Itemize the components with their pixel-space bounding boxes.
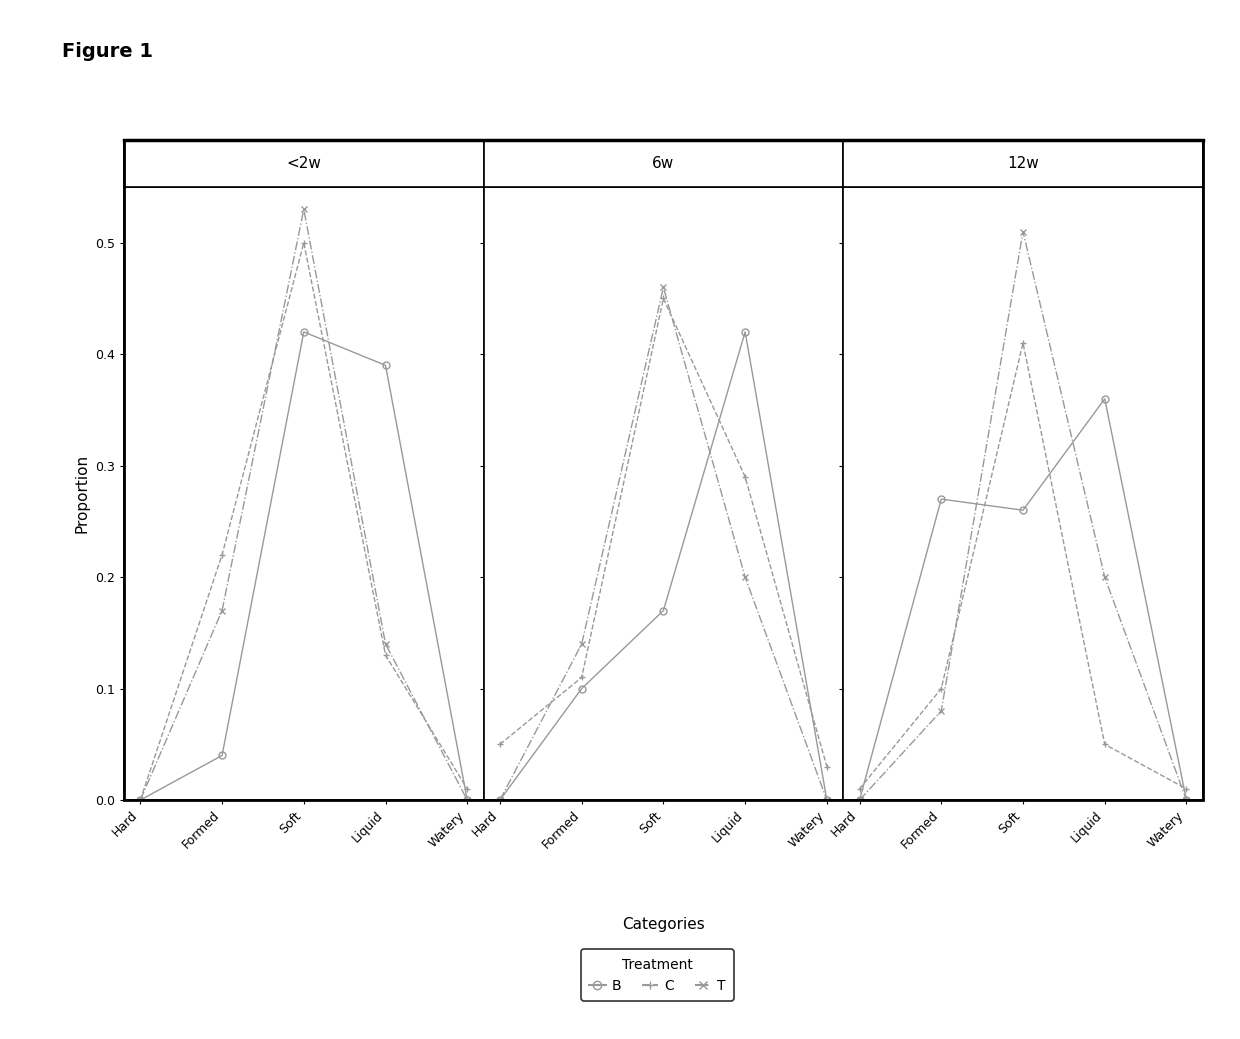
- Y-axis label: Proportion: Proportion: [74, 454, 89, 533]
- Text: Categories: Categories: [622, 917, 704, 932]
- Text: <2w: <2w: [286, 156, 321, 171]
- Text: 6w: 6w: [652, 156, 675, 171]
- Legend: B, C, T: B, C, T: [580, 950, 734, 1001]
- Text: 12w: 12w: [1007, 156, 1039, 171]
- Text: Figure 1: Figure 1: [62, 42, 153, 60]
